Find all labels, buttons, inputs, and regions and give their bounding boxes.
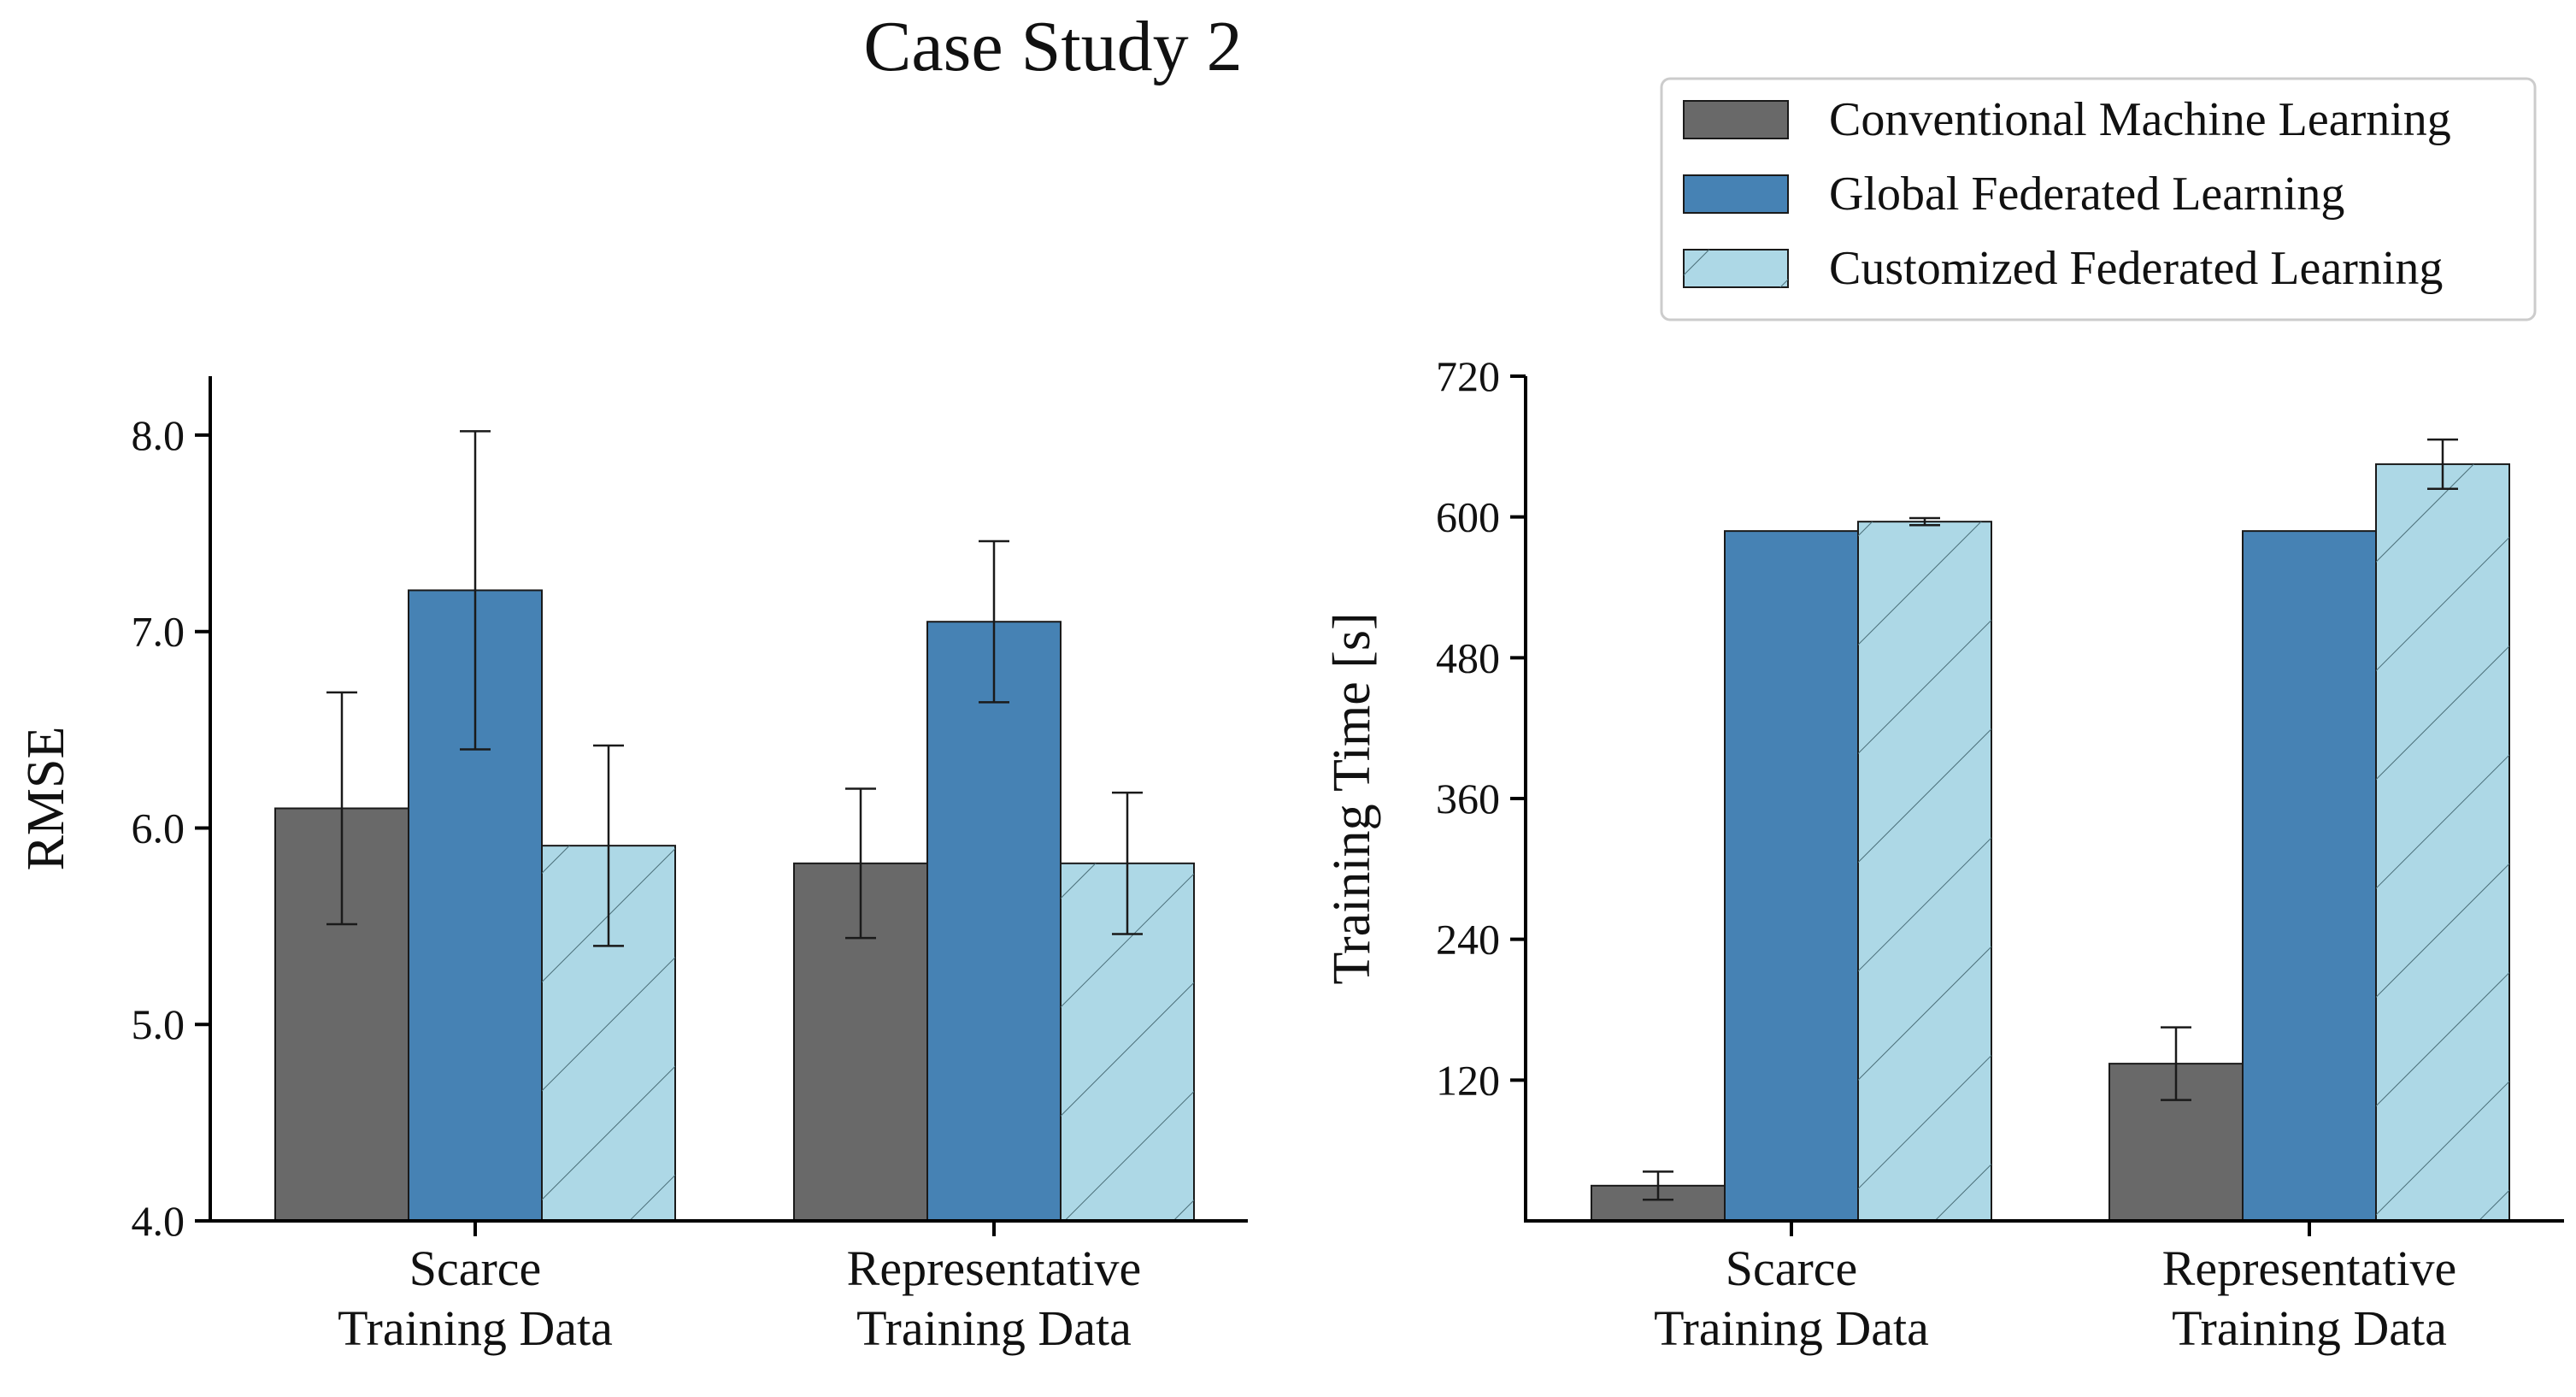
error-bar-customized-1 <box>2427 438 2458 490</box>
legend-item-customized: Customized Federated Learning <box>1683 242 2443 295</box>
x-tick-label-1-1: Training Data <box>856 1300 1132 1356</box>
x-tick-label-1-1: Training Data <box>2172 1300 2447 1356</box>
y-axis-label: Training Time [s] <box>1323 612 1381 984</box>
y-tick-label-0: 4.0 <box>132 1197 185 1245</box>
y-tick-label-1: 240 <box>1436 916 1500 964</box>
error-bar-customized-0 <box>593 744 624 947</box>
error-bar-global-0 <box>460 430 491 751</box>
error-bar-conventional-0 <box>326 691 357 926</box>
x-tick-label-0-1: Training Data <box>338 1300 613 1356</box>
error-bar-customized-0 <box>1909 516 1940 527</box>
legend-frame <box>1660 77 2537 321</box>
x-tick-label-1-0: Representative <box>2162 1241 2457 1296</box>
error-bar-customized-1 <box>1112 791 1143 935</box>
y-tick-label-4: 8.0 <box>132 411 185 459</box>
y-tick-label-5: 720 <box>1436 352 1500 400</box>
x-tick-label-1-0: Representative <box>847 1241 1142 1296</box>
error-bar-global-1 <box>979 539 1009 704</box>
y-tick-label-3: 480 <box>1436 634 1500 681</box>
legend-item-conventional: Conventional Machine Learning <box>1683 93 2451 146</box>
x-tick-label-0-1: Training Data <box>1654 1300 1929 1356</box>
y-tick-label-2: 360 <box>1436 775 1500 822</box>
bar-hatch-customized-0 <box>1858 522 1991 1221</box>
y-tick-label-2: 6.0 <box>132 804 185 852</box>
bar-global-1 <box>2242 530 2377 1222</box>
legend-swatch-global <box>1683 174 1789 214</box>
bar-global-1 <box>926 621 1062 1222</box>
legend-item-global: Global Federated Learning <box>1683 168 2344 221</box>
bar-global-0 <box>1724 530 1859 1222</box>
legend-label-conventional: Conventional Machine Learning <box>1829 93 2451 146</box>
y-tick-label-4: 600 <box>1436 493 1500 541</box>
error-bar-conventional-1 <box>845 787 876 940</box>
y-tick-label-1: 5.0 <box>132 1000 185 1048</box>
legend-swatch-conventional <box>1683 100 1789 139</box>
legend-swatch-customized-hatch <box>1684 250 1788 287</box>
error-bar-conventional-1 <box>2161 1026 2191 1101</box>
x-tick-label-0-0: Scarce <box>1726 1241 1858 1296</box>
y-tick-label-0: 120 <box>1436 1056 1500 1104</box>
bar-hatch-customized-1 <box>2376 463 2509 1221</box>
legend-label-customized: Customized Federated Learning <box>1829 242 2443 295</box>
y-axis-label: RMSE <box>17 727 75 871</box>
figure-title: Case Study 2 <box>863 7 1242 86</box>
legend: Conventional Machine Learning Global Fed… <box>1660 77 2537 321</box>
error-bar-conventional-0 <box>1643 1170 1673 1201</box>
y-tick-label-3: 7.0 <box>132 608 185 656</box>
legend-label-global: Global Federated Learning <box>1829 168 2344 221</box>
x-tick-label-0-0: Scarce <box>409 1241 542 1296</box>
